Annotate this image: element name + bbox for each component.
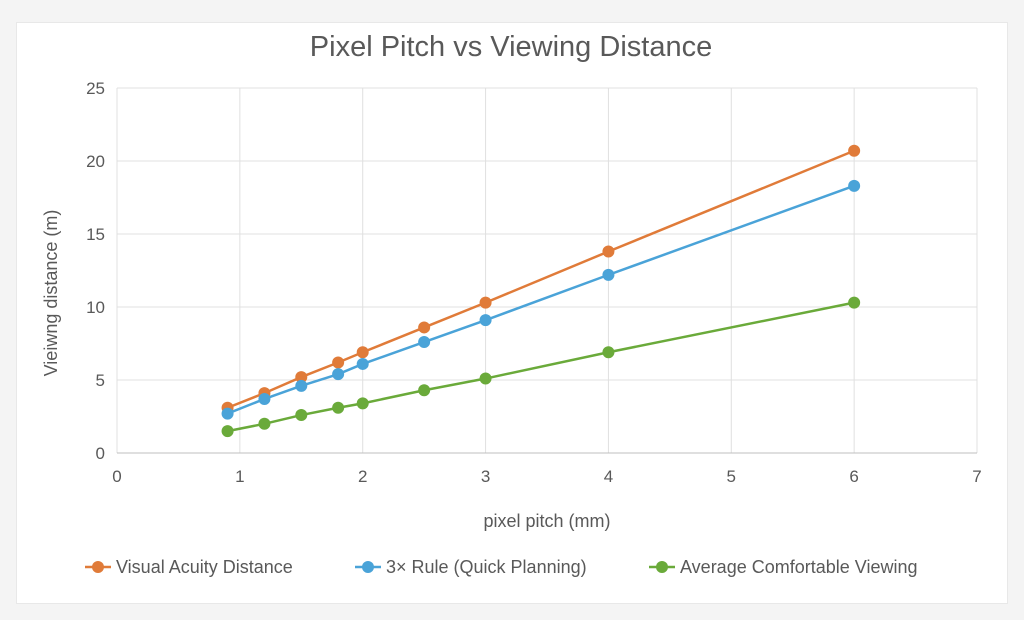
gridlines bbox=[116, 87, 978, 454]
data-point bbox=[332, 401, 345, 414]
data-point bbox=[602, 245, 615, 258]
data-point bbox=[479, 314, 492, 327]
legend-item: Average Comfortable Viewing bbox=[649, 557, 917, 577]
data-point bbox=[221, 425, 234, 438]
series-2 bbox=[221, 179, 861, 420]
y-tick-label: 0 bbox=[96, 444, 105, 463]
chart-title: Pixel Pitch vs Viewing Distance bbox=[310, 31, 712, 63]
legend-item: 3× Rule (Quick Planning) bbox=[355, 557, 587, 577]
legend-label: Average Comfortable Viewing bbox=[680, 557, 917, 577]
legend-swatch-marker bbox=[362, 561, 374, 573]
data-point bbox=[258, 417, 271, 430]
legend-label: Visual Acuity Distance bbox=[116, 557, 293, 577]
data-point bbox=[848, 144, 861, 157]
data-point bbox=[418, 336, 431, 349]
y-axis-ticks: 0 5 10 15 20 25 bbox=[86, 79, 105, 463]
series-1 bbox=[221, 144, 861, 414]
legend-label: 3× Rule (Quick Planning) bbox=[386, 557, 587, 577]
series-line bbox=[227, 149, 855, 409]
x-axis-label: pixel pitch (mm) bbox=[483, 511, 610, 531]
data-point bbox=[295, 371, 308, 384]
x-tick-label: 7 bbox=[972, 467, 981, 486]
y-tick-label: 15 bbox=[86, 225, 105, 244]
legend-swatch-marker bbox=[656, 561, 668, 573]
y-axis-label: Vieiwng distance (m) bbox=[41, 210, 61, 377]
chart-container: Pixel Pitch vs Viewing Distance 0 1 2 3 4 5 6 7… bbox=[16, 22, 1008, 604]
x-tick-label: 5 bbox=[727, 467, 736, 486]
y-tick-label: 25 bbox=[86, 79, 105, 98]
legend: Visual Acuity Distance 3× Rule (Quick Pla… bbox=[85, 557, 917, 577]
data-point bbox=[258, 392, 271, 405]
x-axis-ticks: 0 1 2 3 4 5 6 7 bbox=[112, 467, 981, 486]
data-point bbox=[332, 356, 345, 369]
data-point bbox=[418, 384, 431, 397]
data-point bbox=[356, 346, 369, 359]
data-point bbox=[332, 368, 345, 381]
legend-item: Visual Acuity Distance bbox=[85, 557, 293, 577]
data-point bbox=[295, 409, 308, 422]
x-tick-label: 2 bbox=[358, 467, 367, 486]
data-point bbox=[479, 372, 492, 385]
legend-swatch-marker bbox=[92, 561, 104, 573]
x-tick-label: 1 bbox=[235, 467, 244, 486]
x-tick-label: 3 bbox=[481, 467, 490, 486]
series-line bbox=[227, 301, 855, 433]
series-line bbox=[227, 184, 855, 415]
data-point bbox=[848, 296, 861, 309]
y-tick-label: 20 bbox=[86, 152, 105, 171]
data-point bbox=[356, 357, 369, 370]
data-point bbox=[848, 179, 861, 192]
data-point bbox=[356, 397, 369, 410]
data-point bbox=[221, 407, 234, 420]
data-point bbox=[602, 346, 615, 359]
line-chart: Pixel Pitch vs Viewing Distance 0 1 2 3 4 5 6 7… bbox=[41, 31, 982, 577]
data-point bbox=[295, 379, 308, 392]
data-point bbox=[602, 268, 615, 281]
x-tick-label: 4 bbox=[604, 467, 613, 486]
data-point bbox=[479, 296, 492, 309]
y-tick-label: 10 bbox=[86, 298, 105, 317]
data-point bbox=[418, 321, 431, 334]
y-tick-label: 5 bbox=[96, 371, 105, 390]
x-tick-label: 6 bbox=[849, 467, 858, 486]
x-tick-label: 0 bbox=[112, 467, 121, 486]
series-3 bbox=[221, 296, 861, 438]
series-layer bbox=[221, 144, 861, 438]
